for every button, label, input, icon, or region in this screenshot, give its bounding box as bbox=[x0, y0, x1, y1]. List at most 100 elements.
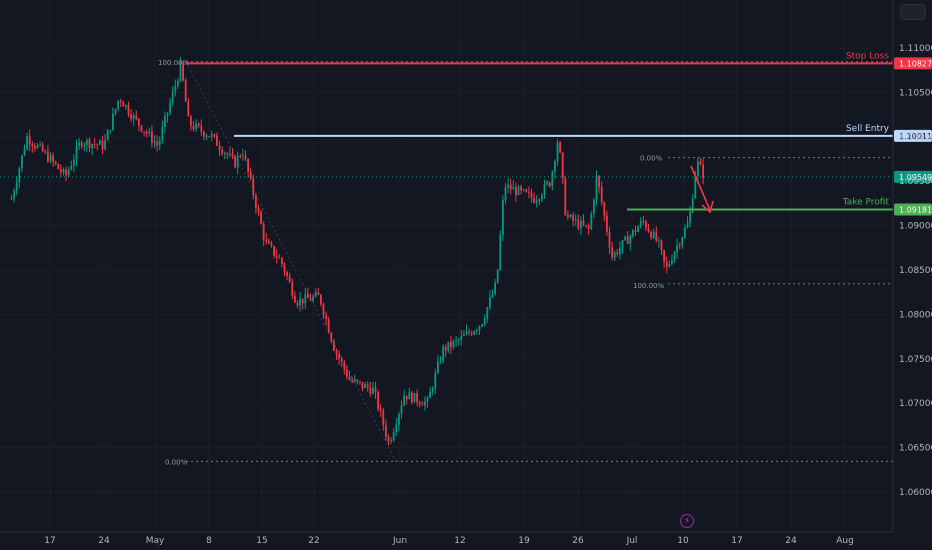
annotations bbox=[690, 165, 714, 214]
candle-body bbox=[127, 105, 130, 115]
candle-body bbox=[249, 171, 252, 179]
candle-body bbox=[343, 361, 346, 370]
price-tick-label: 1.06000 bbox=[899, 488, 932, 498]
candle-body bbox=[208, 136, 210, 138]
candle-body bbox=[18, 168, 21, 183]
candle-body bbox=[340, 358, 343, 362]
candle-body bbox=[671, 260, 673, 264]
candle-body bbox=[41, 144, 44, 152]
time-tick-label: 24 bbox=[98, 536, 110, 546]
candle-body bbox=[153, 141, 156, 143]
candle-body bbox=[216, 135, 218, 146]
candle-body bbox=[400, 405, 403, 414]
candle-body bbox=[36, 145, 39, 148]
candle-body bbox=[424, 401, 426, 406]
candle-body bbox=[239, 156, 242, 157]
candle-body bbox=[522, 189, 525, 191]
candle-body bbox=[632, 229, 634, 237]
candle-body bbox=[125, 105, 127, 107]
trade-levels[interactable]: Stop Loss 1.10827 Sell Entry 1.10011 Take Pr… bbox=[0, 51, 932, 216]
candle-body bbox=[187, 101, 190, 117]
candle-body bbox=[335, 350, 338, 355]
candle-body bbox=[686, 222, 689, 228]
candle-body bbox=[629, 236, 632, 244]
fib-retracement[interactable]: 100.00% 0.00% 0.00% 100.00% bbox=[158, 59, 893, 467]
candle-body bbox=[21, 155, 23, 169]
candle-body bbox=[470, 332, 473, 335]
candle-body bbox=[99, 140, 101, 145]
candle-body bbox=[520, 186, 522, 190]
candle-body bbox=[431, 388, 434, 392]
candle-body bbox=[580, 220, 582, 229]
fib-label: 0.00% bbox=[640, 155, 663, 163]
candle-body bbox=[551, 171, 554, 187]
candle-body bbox=[317, 292, 320, 295]
candle-body bbox=[177, 80, 179, 86]
candle-body bbox=[502, 200, 504, 235]
candle-body bbox=[429, 391, 431, 398]
candle-body bbox=[218, 145, 221, 150]
time-tick-label: Jun bbox=[392, 536, 407, 546]
candle-body bbox=[426, 397, 429, 402]
candle-body bbox=[314, 292, 317, 297]
candle-body bbox=[660, 240, 663, 251]
candle-body bbox=[221, 149, 223, 154]
fib-trend-line bbox=[185, 61, 397, 462]
candle-body bbox=[322, 304, 325, 316]
candle-body bbox=[49, 155, 52, 162]
candle-body bbox=[678, 245, 681, 247]
candle-body bbox=[247, 159, 249, 172]
candle-body bbox=[476, 330, 478, 332]
candle-body bbox=[351, 379, 353, 382]
candle-body bbox=[559, 142, 561, 153]
candle-body bbox=[543, 183, 546, 196]
candle-body bbox=[145, 131, 148, 134]
candle-body bbox=[130, 114, 132, 120]
candle-body bbox=[143, 131, 145, 133]
candle-body bbox=[460, 335, 463, 340]
candle-body bbox=[382, 410, 385, 426]
candle-body bbox=[119, 100, 122, 102]
settings-corner-button[interactable] bbox=[900, 4, 926, 20]
candle-body bbox=[242, 155, 244, 157]
candle-body bbox=[65, 169, 67, 176]
candle-body bbox=[603, 202, 606, 216]
candle-body bbox=[54, 161, 57, 164]
candle-body bbox=[28, 136, 31, 145]
candle-body bbox=[265, 239, 268, 242]
price-tick-label: 1.09500 bbox=[899, 177, 932, 187]
candle-body bbox=[600, 187, 603, 203]
candle-body bbox=[327, 319, 330, 333]
candle-body bbox=[533, 197, 535, 203]
time-tick-label: 8 bbox=[206, 536, 212, 546]
candle-body bbox=[197, 123, 200, 126]
candle-body bbox=[447, 341, 450, 351]
candle-body bbox=[346, 369, 348, 377]
candle-body bbox=[392, 431, 395, 441]
candle-body bbox=[62, 169, 65, 173]
price-badge-text: 1.10011 bbox=[899, 132, 932, 141]
candle-body bbox=[463, 334, 465, 336]
time-tick-label: Jul bbox=[626, 536, 638, 546]
candle-body bbox=[684, 227, 686, 238]
candle-body bbox=[548, 182, 551, 187]
time-tick-label: 26 bbox=[572, 536, 584, 546]
candle-body bbox=[577, 219, 580, 229]
candle-body bbox=[366, 384, 369, 388]
candle-body bbox=[13, 191, 15, 200]
candle-body bbox=[473, 331, 476, 335]
candle-body bbox=[93, 144, 96, 145]
candle-body bbox=[52, 155, 54, 162]
candle-body bbox=[465, 331, 468, 335]
candle-body bbox=[268, 241, 270, 244]
candle-body bbox=[699, 161, 702, 165]
candle-body bbox=[450, 341, 452, 348]
candle-body bbox=[236, 156, 239, 168]
candle-body bbox=[655, 231, 658, 241]
candle-body bbox=[691, 198, 694, 213]
candle-body bbox=[166, 112, 169, 116]
lightning-icon[interactable]: ⚡ bbox=[680, 514, 694, 528]
candle-body bbox=[663, 250, 665, 262]
candle-body bbox=[255, 195, 257, 209]
